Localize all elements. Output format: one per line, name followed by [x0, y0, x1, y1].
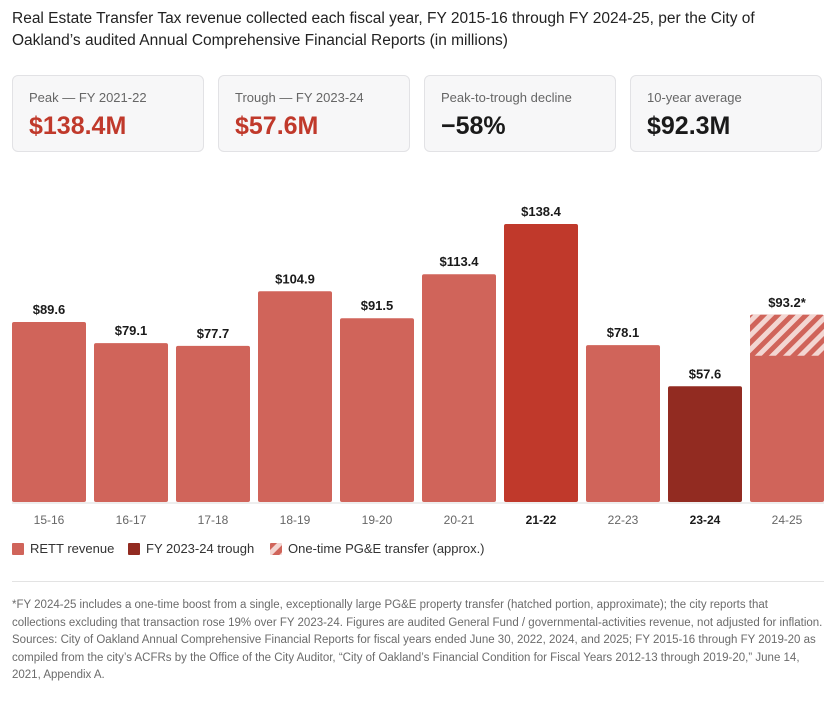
data-label-21-22: $138.4 [521, 204, 562, 219]
card-average-value: $92.3M [647, 112, 731, 140]
x-tick-label-16-17: 16-17 [116, 513, 147, 527]
data-label-22-23: $78.1 [607, 325, 640, 340]
x-tick-label-19-20: 19-20 [362, 513, 393, 527]
bar-22-23 [586, 345, 660, 502]
data-label-19-20: $91.5 [361, 298, 394, 313]
data-label-18-19: $104.9 [275, 271, 315, 286]
x-tick-label-22-23: 22-23 [608, 513, 639, 527]
chart-title: Real Estate Transfer Tax revenue collect… [12, 10, 755, 49]
x-tick-label-20-21: 20-21 [444, 513, 475, 527]
bar-21-22 [504, 224, 578, 502]
card-decline-value: −58% [441, 112, 506, 140]
bar-20-21 [422, 274, 496, 502]
card-peak-label: Peak — FY 2021-22 [29, 90, 147, 105]
card-average: 10-year average $92.3M [630, 75, 822, 152]
data-label-16-17: $79.1 [115, 323, 148, 338]
legend-swatch-hatch [270, 543, 282, 555]
card-average-label: 10-year average [647, 90, 742, 105]
legend-label-trough: FY 2023-24 trough [146, 541, 255, 556]
x-tick-label-21-22: 21-22 [526, 513, 557, 527]
summary-cards: Peak — FY 2021-22 $138.4M Trough — FY 20… [12, 75, 824, 154]
bar-18-19 [258, 291, 332, 502]
bar-15-16 [12, 322, 86, 502]
footnote: *FY 2024-25 includes a one-time boost fr… [12, 599, 823, 681]
x-tick-label-23-24: 23-24 [690, 513, 721, 527]
bar-23-24 [668, 386, 742, 502]
x-tick-label-24-25: 24-25 [772, 513, 803, 527]
bar-chart: $89.6 15-16 $79.1 16-17 $77.7 17-18 $104.9 18-1… [12, 204, 824, 527]
x-tick-label-15-16: 15-16 [34, 513, 65, 527]
x-tick-label-17-18: 17-18 [198, 513, 229, 527]
data-label-23-24: $57.6 [689, 366, 722, 381]
card-trough-label: Trough — FY 2023-24 [235, 90, 364, 105]
legend-label-pge: One-time PG&E transfer (approx.) [288, 541, 485, 556]
card-peak: Peak — FY 2021-22 $138.4M [12, 75, 204, 152]
legend-swatch-trough [128, 543, 140, 555]
legend-swatch-rett [12, 543, 24, 555]
card-decline: Peak-to-trough decline −58% [424, 75, 616, 152]
card-trough-value: $57.6M [235, 112, 319, 140]
card-trough: Trough — FY 2023-24 $57.6M [218, 75, 410, 152]
data-label-24-25: $93.2* [768, 295, 807, 310]
bar-hatched-portion-24-25 [750, 314, 824, 356]
x-tick-label-18-19: 18-19 [280, 513, 311, 527]
card-decline-label: Peak-to-trough decline [441, 90, 572, 105]
data-label-17-18: $77.7 [197, 326, 230, 341]
legend-label-rett: RETT revenue [30, 541, 115, 556]
bar-17-18 [176, 345, 250, 502]
bar-16-17 [94, 343, 168, 502]
data-label-20-21: $113.4 [439, 254, 479, 269]
footnote-divider [12, 581, 824, 582]
bar-24-25 [750, 314, 824, 502]
card-peak-value: $138.4M [29, 112, 127, 140]
data-label-15-16: $89.6 [33, 302, 66, 317]
bar-19-20 [340, 318, 414, 502]
